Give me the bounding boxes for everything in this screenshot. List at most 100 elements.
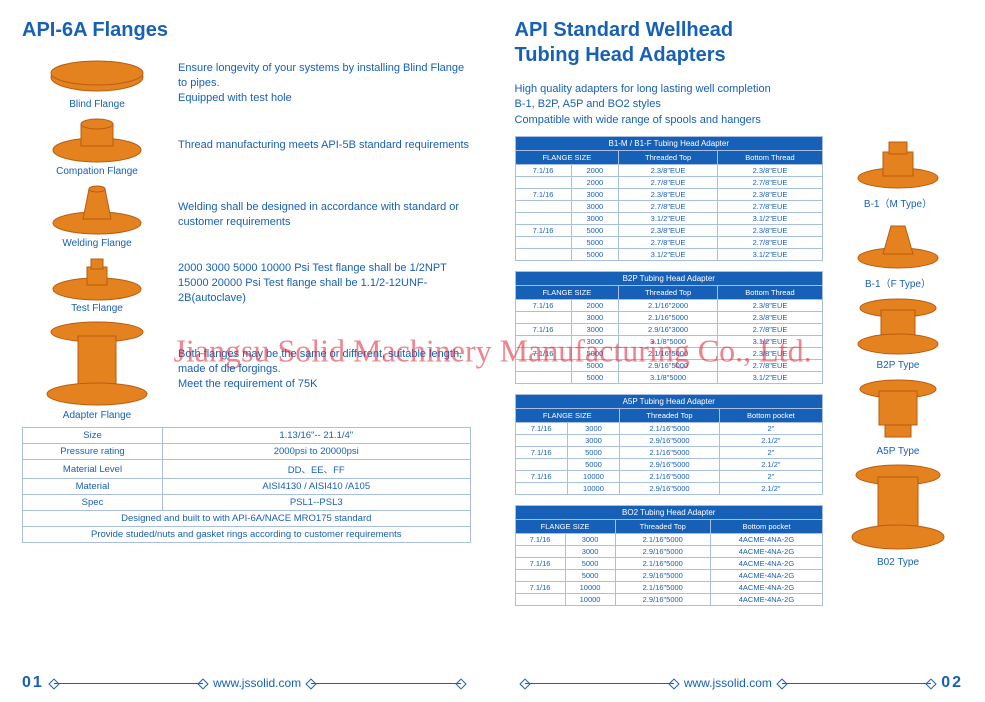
td: 2.7/8"EUE — [619, 237, 718, 249]
td — [515, 570, 565, 582]
td: 2.9/16"5000 — [619, 360, 718, 372]
td: 5000 — [565, 558, 615, 570]
td: 2.9/16"3000 — [619, 324, 718, 336]
td — [515, 336, 571, 348]
footer-url-left: www.jssolid.com — [213, 676, 301, 690]
td: 3.1/2"EUE — [717, 213, 822, 225]
td: 7.1/16 — [515, 300, 571, 312]
td: 2.1/16"5000 — [619, 348, 718, 360]
th: Bottom pocket — [710, 520, 822, 534]
td — [515, 483, 567, 495]
td: 7.1/16 — [515, 189, 571, 201]
td: 2.1/2" — [719, 483, 822, 495]
td: 2.9/16"5000 — [615, 594, 710, 606]
td — [515, 546, 565, 558]
td: 2.9/16"5000 — [615, 570, 710, 582]
td — [515, 594, 565, 606]
tubing-table: B1-M / B1-F Tubing Head AdapterFLANGE SI… — [515, 136, 824, 261]
td: 2.1/16"5000 — [615, 558, 710, 570]
adapter-figure: A5P Type — [833, 377, 963, 457]
td: 7.1/16 — [515, 348, 571, 360]
td: 3000 — [571, 201, 619, 213]
td: 2.7/8"EUE — [619, 201, 718, 213]
td: 7.1/16 — [515, 447, 567, 459]
td: 4ACME-4NA-2G — [710, 582, 822, 594]
flange-row: Adapter Flange Both flanges may be the s… — [22, 318, 471, 421]
td: 2.1/16"5000 — [615, 534, 710, 546]
right-tables: B1-M / B1-F Tubing Head AdapterFLANGE SI… — [515, 136, 824, 616]
left-footer: 01 www.jssolid.com — [22, 674, 471, 692]
td: 4ACME-4NA-2G — [710, 534, 822, 546]
tubing-table: BO2 Tubing Head AdapterFLANGE SIZEThread… — [515, 505, 824, 606]
td: 2.1/2" — [719, 459, 822, 471]
td: 2.9/16"5000 — [620, 459, 720, 471]
td: 5000 — [571, 372, 619, 384]
td: 2000 — [571, 177, 619, 189]
flange-row: Blind Flange Ensure longevity of your sy… — [22, 57, 471, 110]
td: 7.1/16 — [515, 423, 567, 435]
td: 5000 — [565, 570, 615, 582]
td: 2.1/16"5000 — [620, 471, 720, 483]
th: FLANGE SIZE — [515, 286, 619, 300]
td — [515, 312, 571, 324]
flange-label: Adapter Flange — [63, 410, 131, 421]
tubing-title: BO2 Tubing Head Adapter — [515, 506, 823, 520]
td: 7.1/16 — [515, 558, 565, 570]
figure-caption: A5P Type — [833, 446, 963, 457]
right-intro: High quality adapters for long lasting w… — [515, 82, 964, 128]
tubing-table: B2P Tubing Head AdapterFLANGE SIZEThread… — [515, 271, 824, 384]
spec-val: AISI4130 / AISI410 /A105 — [163, 479, 471, 495]
td: 2.3/8"EUE — [717, 189, 822, 201]
left-title: API-6A Flanges — [22, 18, 471, 43]
td: 3.1/8"5000 — [619, 336, 718, 348]
td: 2.7/8"EUE — [619, 177, 718, 189]
td: 2" — [719, 423, 822, 435]
flange-icon: Compation Flange — [22, 114, 172, 177]
td: 3.1/2"EUE — [717, 372, 822, 384]
footer-line — [54, 683, 203, 684]
figure-caption: B-1（F Type） — [833, 275, 963, 290]
tubing-title: A5P Tubing Head Adapter — [515, 395, 823, 409]
flange-row: Compation Flange Thread manufacturing me… — [22, 114, 471, 177]
spec-key: Spec — [23, 495, 163, 511]
td: 2.3/8"EUE — [619, 189, 718, 201]
th: Bottom pocket — [719, 409, 822, 423]
flange-desc: Thread manufacturing meets API-5B standa… — [172, 138, 471, 153]
td: 2.1/16"5000 — [620, 423, 720, 435]
tubing-table: A5P Tubing Head AdapterFLANGE SIZEThread… — [515, 394, 824, 495]
th: Bottom Thread — [717, 151, 822, 165]
spec-note: Designed and built to with API-6A/NACE M… — [23, 511, 471, 527]
td: 2.3/8"EUE — [717, 165, 822, 177]
adapter-figure: B02 Type — [833, 463, 963, 568]
td: 7.1/16 — [515, 582, 565, 594]
th: Threaded Top — [619, 286, 718, 300]
td: 2.3/8"EUE — [717, 225, 822, 237]
spec-val: 1.13/16"-- 21.1/4" — [163, 428, 471, 444]
spec-val: 2000psi to 20000psi — [163, 444, 471, 460]
th: Bottom Thread — [717, 286, 822, 300]
td: 4ACME-4NA-2G — [710, 558, 822, 570]
td: 2.3/8"EUE — [717, 300, 822, 312]
adapter-figure: B-1（M Type） — [833, 136, 963, 210]
flange-desc: 2000 3000 5000 10000 Psi Test flange sha… — [172, 261, 471, 306]
td: 2" — [719, 471, 822, 483]
flange-label: Compation Flange — [56, 166, 138, 177]
th: FLANGE SIZE — [515, 151, 619, 165]
flange-label: Welding Flange — [62, 238, 131, 249]
th: Threaded Top — [619, 151, 718, 165]
td: 3000 — [565, 546, 615, 558]
spec-table: Size1.13/16"-- 21.1/4"Pressure rating200… — [22, 427, 471, 543]
figure-caption: B02 Type — [833, 557, 963, 568]
td: 2.7/8"EUE — [717, 360, 822, 372]
flange-label: Test Flange — [71, 303, 123, 314]
td — [515, 177, 571, 189]
td: 3000 — [565, 534, 615, 546]
td: 3000 — [571, 189, 619, 201]
td: 2.9/16"5000 — [620, 435, 720, 447]
flange-icon: Welding Flange — [22, 181, 172, 249]
td: 2000 — [571, 300, 619, 312]
th: Threaded Top — [620, 409, 720, 423]
td: 2.3/8"EUE — [619, 165, 718, 177]
td — [515, 435, 567, 447]
td: 2" — [719, 447, 822, 459]
